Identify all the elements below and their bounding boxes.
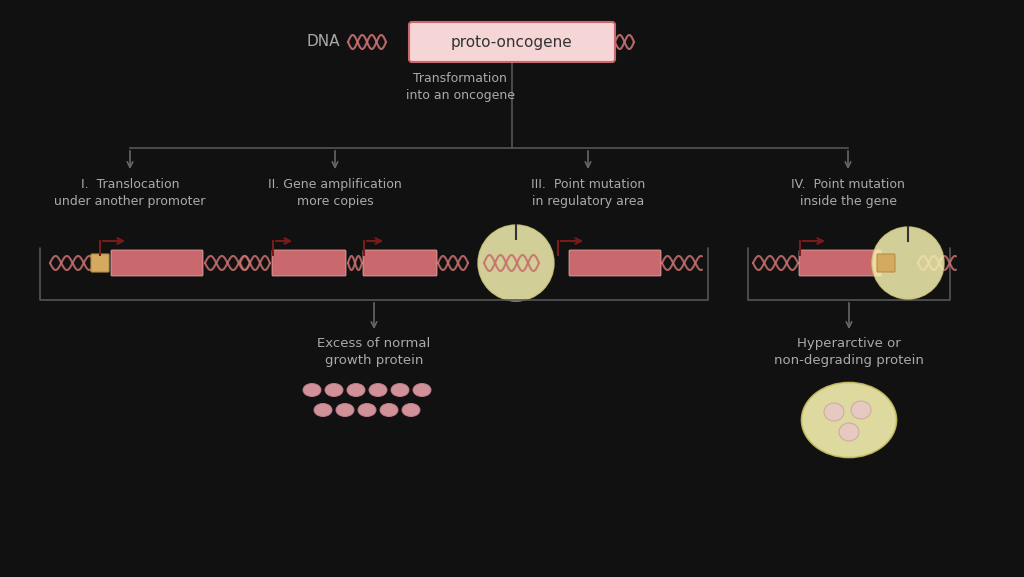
Text: IV.  Point mutation
inside the gene: IV. Point mutation inside the gene [792, 178, 905, 208]
Ellipse shape [314, 403, 332, 417]
Text: II. Gene amplification
more copies: II. Gene amplification more copies [268, 178, 401, 208]
FancyBboxPatch shape [362, 250, 437, 276]
Ellipse shape [369, 384, 387, 396]
Ellipse shape [851, 401, 871, 419]
Ellipse shape [824, 403, 844, 421]
Text: I.  Translocation
under another promoter: I. Translocation under another promoter [54, 178, 206, 208]
FancyBboxPatch shape [111, 250, 203, 276]
Text: Transformation
into an oncogene: Transformation into an oncogene [406, 72, 514, 102]
Ellipse shape [347, 384, 365, 396]
FancyBboxPatch shape [799, 250, 881, 276]
FancyBboxPatch shape [877, 254, 895, 272]
Ellipse shape [402, 403, 420, 417]
Text: proto-oncogene: proto-oncogene [452, 35, 572, 50]
Ellipse shape [336, 403, 354, 417]
FancyBboxPatch shape [569, 250, 662, 276]
Text: DNA: DNA [306, 35, 340, 50]
Ellipse shape [839, 423, 859, 441]
Ellipse shape [802, 383, 896, 458]
Circle shape [872, 227, 944, 299]
Text: III.  Point mutation
in regulatory area: III. Point mutation in regulatory area [530, 178, 645, 208]
Ellipse shape [325, 384, 343, 396]
Ellipse shape [303, 384, 321, 396]
Ellipse shape [391, 384, 409, 396]
Text: Excess of normal
growth protein: Excess of normal growth protein [317, 337, 431, 367]
FancyBboxPatch shape [409, 22, 615, 62]
Text: Hyperarctive or
non-degrading protein: Hyperarctive or non-degrading protein [774, 337, 924, 367]
Ellipse shape [380, 403, 398, 417]
FancyBboxPatch shape [272, 250, 346, 276]
Circle shape [478, 225, 554, 301]
Ellipse shape [413, 384, 431, 396]
FancyBboxPatch shape [91, 254, 109, 272]
Ellipse shape [358, 403, 376, 417]
